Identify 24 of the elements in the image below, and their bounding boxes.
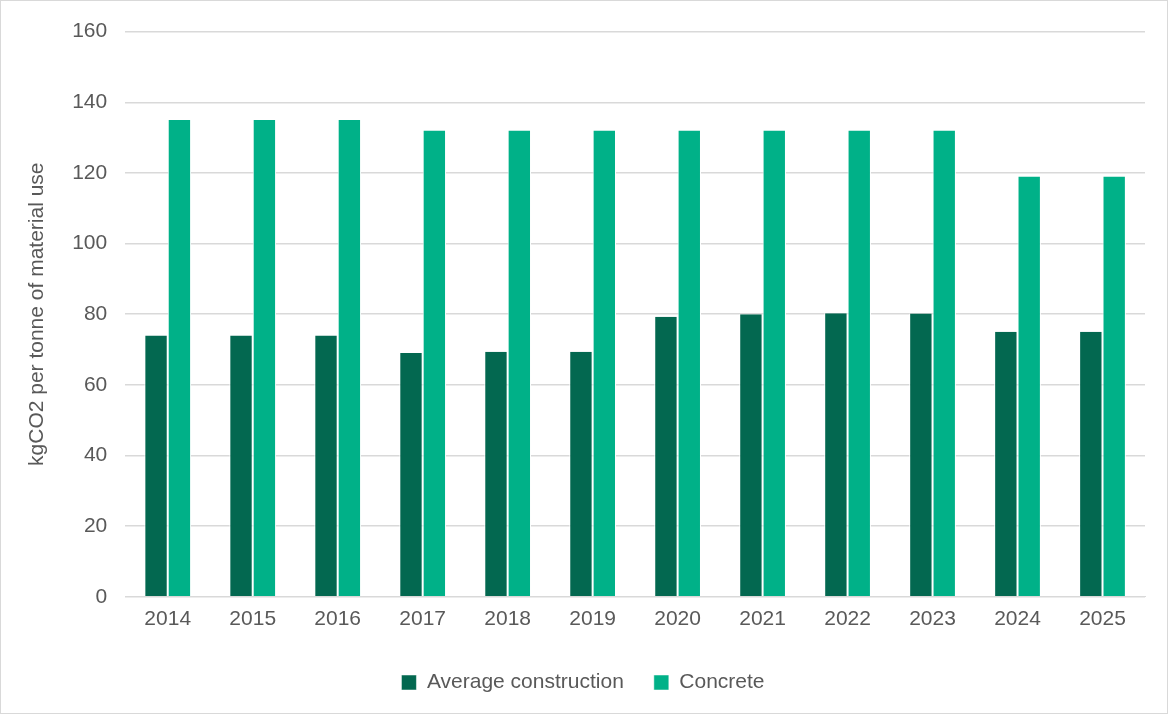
y-axis-title: kgCO2 per tonne of material use bbox=[24, 162, 48, 466]
y-tick-label: 60 bbox=[83, 371, 108, 395]
x-tick-label: 2020 bbox=[654, 606, 701, 630]
y-tick-label: 80 bbox=[83, 301, 108, 324]
x-tick-label: 2022 bbox=[824, 606, 871, 630]
y-tick-label: 120 bbox=[72, 159, 108, 183]
y-tick-label: 160 bbox=[72, 18, 108, 42]
x-tick-label: 2016 bbox=[314, 606, 362, 630]
x-tick-label: 2014 bbox=[144, 606, 192, 630]
x-tick-label: 2018 bbox=[484, 606, 532, 630]
legend-label: Average construction bbox=[426, 669, 624, 693]
x-tick-label: 2024 bbox=[994, 606, 1042, 630]
y-tick-label: 0 bbox=[95, 583, 108, 607]
y-tick-label: 100 bbox=[72, 230, 108, 254]
y-tick-label: 140 bbox=[72, 89, 108, 113]
x-tick-label: 2021 bbox=[739, 606, 786, 630]
legend-label: Concrete bbox=[679, 669, 765, 693]
x-tick-label: 2023 bbox=[909, 606, 956, 630]
y-tick-label: 20 bbox=[83, 512, 108, 536]
x-tick-label: 2017 bbox=[399, 606, 447, 630]
y-tick-label: 40 bbox=[83, 442, 108, 466]
x-tick-label: 2025 bbox=[1079, 606, 1126, 630]
x-tick-label: 2019 bbox=[569, 606, 616, 630]
x-tick-label: 2015 bbox=[229, 606, 277, 630]
